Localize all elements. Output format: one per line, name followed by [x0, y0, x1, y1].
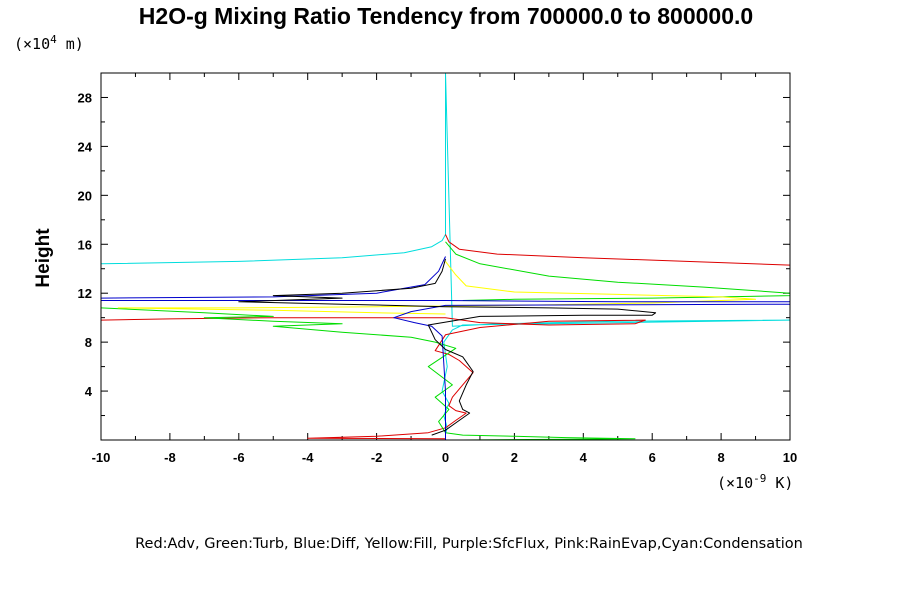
series-line-diff: [101, 256, 790, 440]
x-tick-label: -8: [164, 450, 176, 465]
x-tick-label: -10: [92, 450, 111, 465]
series-line-adv: [101, 317, 646, 440]
x-tick-label: -2: [371, 450, 383, 465]
y-axis-label: Height: [33, 228, 54, 288]
y-axis-ticks: 4 8 12 16 20 24 28: [78, 90, 790, 417]
x-tick-label: -6: [233, 450, 245, 465]
x-tick-label: 6: [649, 450, 656, 465]
series-line-fill: [117, 261, 756, 315]
y-tick-label: 8: [85, 335, 92, 350]
y-tick-label: 20: [78, 188, 92, 203]
y-tick-label: 16: [78, 237, 92, 252]
x-axis-ticks: -10 -8 -6 -4 -2 0 2 4 6 8 10: [92, 73, 797, 465]
series-line-condensation: [101, 73, 790, 440]
x-unit-label: (×10-9 K): [717, 472, 793, 492]
y-tick-label: 12: [78, 286, 92, 301]
plot-frame: [100, 72, 791, 441]
y-tick-label: 24: [78, 139, 93, 154]
y-tick-label: 28: [78, 90, 92, 105]
x-tick-label: -4: [302, 450, 314, 465]
x-tick-label: 2: [511, 450, 518, 465]
y-unit-label: (×104 m): [14, 33, 84, 53]
y-tick-label: 4: [85, 384, 93, 399]
legend-text: Red:Adv, Green:Turb, Blue:Diff, Yellow:F…: [135, 536, 803, 552]
x-tick-label: 4: [580, 450, 588, 465]
chart-title: H2O-g Mixing Ratio Tendency from 700000.…: [139, 3, 753, 29]
x-tick-label: 0: [442, 450, 449, 465]
series-line-total: [238, 258, 657, 436]
series-line-turb: [445, 241, 790, 301]
series-line-adv: [445, 234, 790, 266]
x-tick-label: 8: [717, 450, 724, 465]
series-line-turb: [101, 307, 636, 440]
x-tick-label: 10: [783, 450, 797, 465]
series-group: [101, 73, 790, 440]
